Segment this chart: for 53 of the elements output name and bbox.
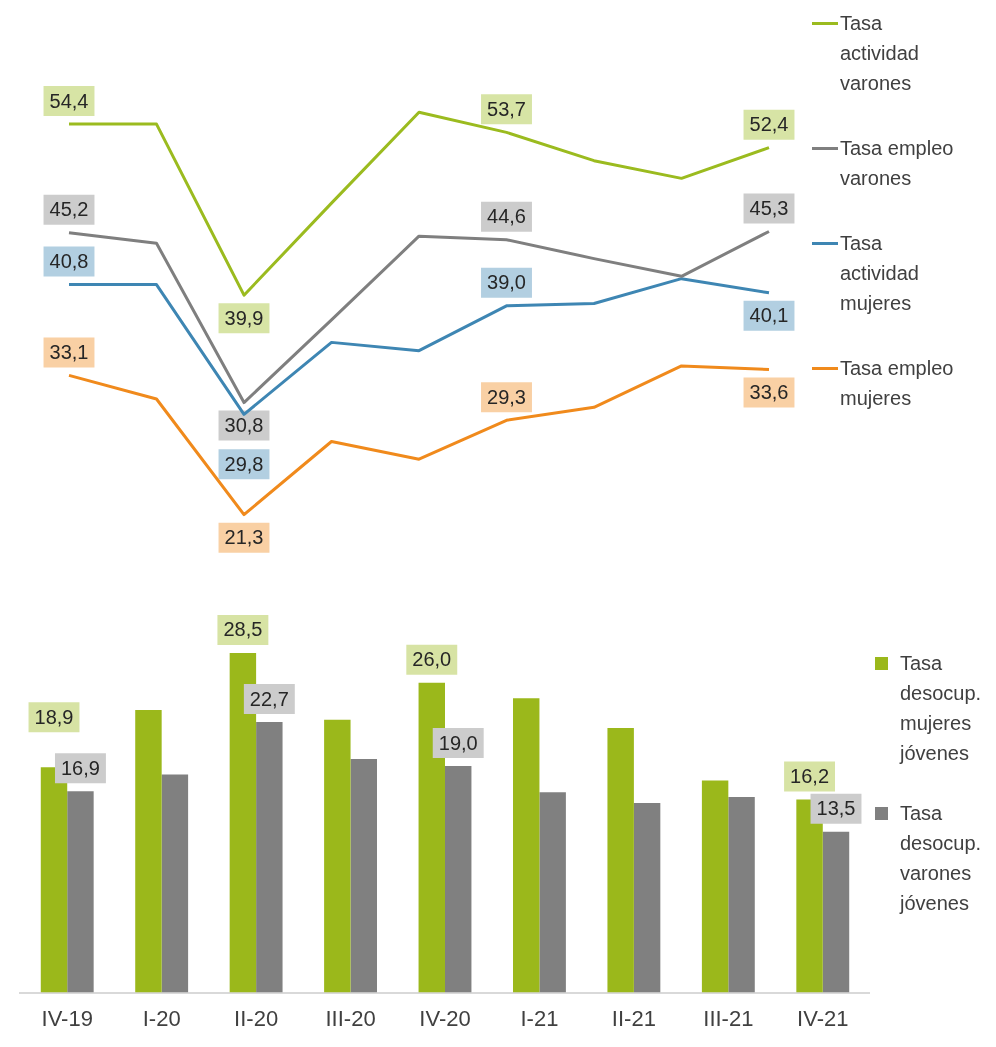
data-label: 44,6 xyxy=(487,205,526,228)
data-label: 33,6 xyxy=(749,381,789,404)
x-tick-label: I-21 xyxy=(520,1005,559,1031)
data-label: 28,5 xyxy=(223,618,263,641)
data-label: 13,5 xyxy=(816,797,856,820)
bar xyxy=(822,831,850,993)
x-tick-label: III-20 xyxy=(325,1005,376,1031)
bar xyxy=(539,792,566,993)
data-label: 16,9 xyxy=(60,756,100,779)
data-label: 40,1 xyxy=(749,304,789,327)
data-label: 39,0 xyxy=(487,271,526,294)
legend-label: Tasa desocup. mujeres jóvenes xyxy=(900,651,983,766)
bar xyxy=(256,722,283,993)
bar xyxy=(445,766,472,993)
bar xyxy=(324,719,351,993)
legend-label: Tasa empleo mujeres xyxy=(840,356,955,411)
bar xyxy=(728,797,755,993)
data-label: 52,4 xyxy=(749,113,789,136)
legend-label: Tasa actividad varones xyxy=(840,11,920,96)
x-tick-label: II-20 xyxy=(234,1005,279,1031)
data-label: 19,0 xyxy=(438,731,478,754)
x-tick-label: II-21 xyxy=(611,1005,656,1031)
data-label: 39,9 xyxy=(224,306,264,329)
data-label: 29,3 xyxy=(487,385,526,408)
data-label: 18,9 xyxy=(34,705,74,728)
legend-label: Tasa desocup. varones jóvenes xyxy=(900,801,983,916)
data-label: 29,8 xyxy=(224,452,264,475)
data-label: 45,3 xyxy=(749,196,789,219)
bar xyxy=(67,791,94,993)
x-tick-label: III-21 xyxy=(703,1005,754,1031)
bar xyxy=(607,727,634,993)
bar xyxy=(350,758,377,993)
data-label: 45,2 xyxy=(49,198,89,221)
data-label: 26,0 xyxy=(412,648,452,671)
bar xyxy=(513,698,540,993)
data-label: 30,8 xyxy=(224,414,264,437)
data-label: 40,8 xyxy=(49,250,89,273)
data-label: 21,3 xyxy=(224,526,264,549)
bar xyxy=(161,774,189,993)
x-tick-label: IV-19 xyxy=(41,1005,93,1031)
data-label: 22,7 xyxy=(249,687,289,710)
bar xyxy=(701,780,729,993)
data-label: 54,4 xyxy=(49,89,89,112)
x-tick-label: I-20 xyxy=(142,1005,181,1031)
x-tick-label: IV-21 xyxy=(797,1005,849,1031)
data-label: 16,2 xyxy=(790,765,830,788)
x-tick-label: IV-20 xyxy=(419,1005,471,1031)
bar xyxy=(135,710,162,993)
legend-label: Tasa actividad mujeres xyxy=(840,231,920,316)
legend-label: Tasa empleo varones xyxy=(840,136,955,191)
data-label: 53,7 xyxy=(487,97,526,120)
bar xyxy=(633,803,661,993)
data-label: 33,1 xyxy=(49,340,89,363)
